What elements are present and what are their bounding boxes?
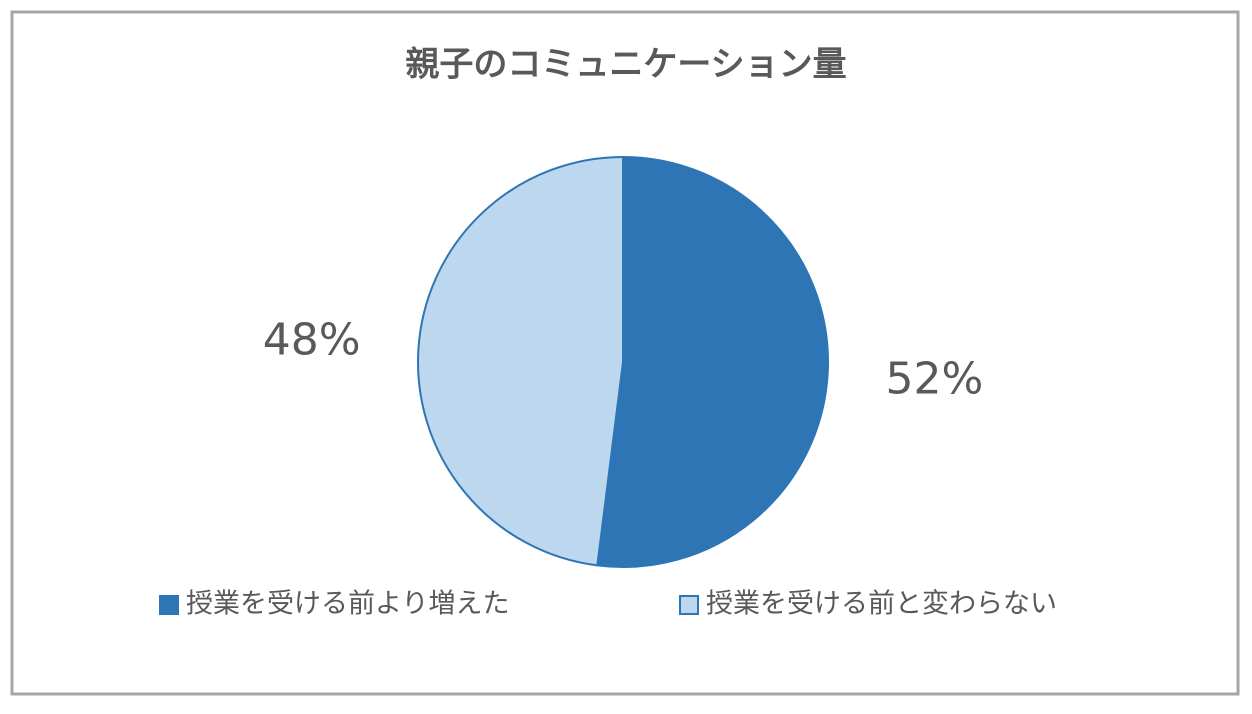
legend-swatch <box>679 595 699 615</box>
chart-title: 親子のコミュニケーション量 <box>405 45 846 85</box>
data-label: 52% <box>885 354 983 405</box>
pie-slice <box>596 155 829 568</box>
legend-label: 授業を受ける前と変わらない <box>706 589 1057 620</box>
pie-slice <box>417 155 624 567</box>
data-label: 48% <box>263 314 361 365</box>
legend-label: 授業を受ける前より増えた <box>186 589 509 620</box>
legend-swatch <box>159 595 179 615</box>
